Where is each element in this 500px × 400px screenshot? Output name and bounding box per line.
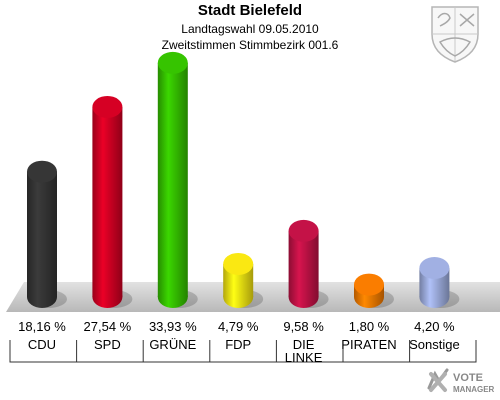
category-label: CDU bbox=[27, 337, 57, 352]
bar-spd bbox=[92, 95, 133, 308]
value-label: 9,58 % bbox=[283, 319, 324, 334]
svg-text:MANAGER: MANAGER bbox=[453, 385, 495, 394]
category-label: Sonstige bbox=[409, 337, 460, 352]
chart-subtitle-election: Landtagswahl 09.05.2010 bbox=[181, 22, 319, 36]
coat-of-arms-icon bbox=[431, 6, 479, 63]
bar-sonstige bbox=[419, 257, 460, 308]
bar-die-linke bbox=[288, 219, 329, 308]
category-label: FDP bbox=[225, 337, 252, 352]
bar-fdp bbox=[223, 252, 264, 308]
value-label: 18,16 % bbox=[18, 319, 66, 334]
value-label: 4,20 % bbox=[414, 319, 455, 334]
value-label: 4,79 % bbox=[217, 319, 259, 334]
category-label: PIRATEN bbox=[341, 337, 397, 352]
category-label: DIE LINKE bbox=[284, 337, 323, 365]
svg-text:VOTE: VOTE bbox=[453, 372, 483, 384]
bar-cdu bbox=[27, 160, 67, 308]
bar-grüne bbox=[157, 51, 198, 308]
category-label: GRÜNE bbox=[149, 337, 197, 352]
bar-piraten bbox=[354, 273, 394, 308]
value-label: 33,93 % bbox=[148, 319, 197, 334]
category-axis bbox=[9, 340, 477, 363]
chart-subtitle-district: Zweitstimmen Stimmbezirk 001.6 bbox=[161, 38, 339, 52]
value-label: 27,54 % bbox=[83, 319, 132, 334]
votemanager-logo: VOTE MANAGER bbox=[427, 368, 495, 394]
value-label: 1,80 % bbox=[348, 319, 390, 334]
category-label: SPD bbox=[94, 337, 121, 352]
chart-title: Stadt Bielefeld bbox=[197, 2, 303, 19]
